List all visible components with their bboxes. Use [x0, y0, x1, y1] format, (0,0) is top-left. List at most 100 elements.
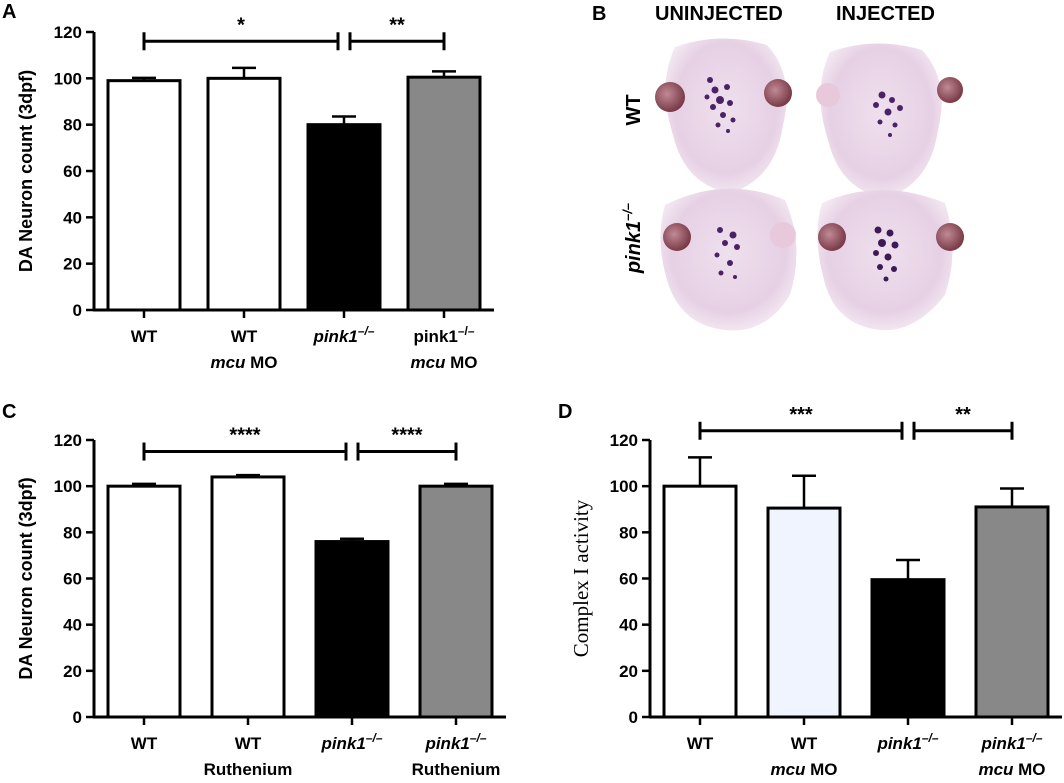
bar [418, 484, 494, 719]
x-tick-label: WT [131, 734, 158, 753]
column-header-injected: INJECTED [836, 3, 935, 25]
x-tick-label-text: WT [687, 734, 714, 753]
x-tick-label: pink1–/– [980, 731, 1042, 753]
x-tick-label-text: pink1 [424, 734, 469, 753]
x-tick-label-text: pink1 [876, 734, 921, 753]
x-tick-label: WT [791, 734, 818, 753]
bar [766, 506, 842, 719]
x-tick-label-text: pink1 [980, 734, 1025, 753]
x-tick-label-text: pink1 [320, 734, 365, 753]
x-tick-label: WT [687, 734, 714, 753]
y-axis-label: Complex I activity [569, 499, 593, 657]
bar [870, 578, 946, 719]
x-tick-label-suffix: MO [1013, 760, 1045, 779]
x-tick-label-sup: –/– [366, 731, 383, 745]
row-label-pink1-sup: –/– [620, 203, 635, 221]
y-tick-label: 100 [610, 477, 638, 496]
y-tick-label: 20 [619, 662, 638, 681]
x-tick-label-text: Ruthenium [412, 760, 501, 779]
y-tick-label: 80 [619, 523, 638, 542]
panel-label-a: A [2, 1, 16, 23]
x-tick-label: Ruthenium [204, 760, 293, 779]
chart-d: 0 20 40 60 80 100 120 Complex I activity WT WT mcu… [569, 404, 1062, 779]
chart-c: 0 20 40 60 80 100 120 DA Neuron count (3dpf) WT W… [16, 425, 506, 779]
y-tick-label: 20 [63, 255, 82, 274]
x-tick-label: WT [231, 327, 258, 346]
x-tick-label: WT [235, 734, 262, 753]
x-tick-label-text: mcu [210, 353, 246, 372]
x-tick-label-sup: –/– [1026, 731, 1043, 745]
x-tick-label: pink1–/– [320, 731, 382, 753]
x-tick-label: mcu MO [770, 760, 837, 779]
bar [210, 475, 286, 719]
x-tick-label-sup: –/– [922, 731, 939, 745]
x-tick-label-text: mcu [410, 353, 446, 372]
y-tick-label: 80 [63, 116, 82, 135]
y-tick-label: 120 [54, 431, 82, 450]
micrograph-pink1-uninjected [660, 188, 797, 331]
x-tick-label: Ruthenium [412, 760, 501, 779]
significance-label: ** [955, 404, 971, 426]
bar [106, 484, 182, 719]
bar [106, 79, 182, 312]
panel-label-b: B [592, 3, 606, 25]
y-tick-label: 40 [63, 616, 82, 635]
x-tick-label-text: pink1 [312, 327, 357, 346]
x-tick-label: pink1–/– [876, 731, 938, 753]
y-axis-label: DA Neuron count (3dpf) [16, 70, 36, 272]
x-tick-label-text: mcu [770, 760, 806, 779]
y-tick-label: 0 [73, 708, 82, 727]
y-tick-label: 40 [619, 616, 638, 635]
y-tick-label: 60 [63, 570, 82, 589]
y-tick-label: 60 [63, 162, 82, 181]
micrograph-wt-injected [816, 43, 963, 198]
x-tick-label-suffix: MO [245, 353, 277, 372]
significance-label: ** [389, 14, 405, 36]
bar [974, 505, 1050, 719]
x-tick-label-text: WT [235, 734, 262, 753]
x-tick-label-sup: –/– [470, 731, 487, 745]
x-tick-label: WT [131, 327, 158, 346]
x-tick-label-sup: –/– [458, 324, 475, 338]
row-label-pink1-text: pink1 [623, 221, 645, 274]
significance-label: **** [391, 425, 422, 447]
column-header-uninjected: UNINJECTED [655, 3, 783, 25]
micrograph-wt-uninjected [655, 38, 792, 193]
y-tick-label: 120 [610, 431, 638, 450]
micrograph-pink1-injected [817, 190, 964, 331]
panel-label-d: D [558, 401, 572, 423]
row-label-pink1: pink1–/– [620, 203, 645, 274]
significance-label: **** [229, 425, 260, 447]
chart-a: 0 20 40 60 80 100 120 DA Neuron count (3dpf) WT W… [16, 14, 494, 372]
x-tick-label-sup: –/– [358, 324, 375, 338]
x-tick-label-suffix: MO [445, 353, 477, 372]
x-tick-label-suffix: MO [805, 760, 837, 779]
y-axis-label: DA Neuron count (3dpf) [16, 477, 36, 679]
x-tick-label-text: WT [231, 327, 258, 346]
x-tick-label: mcu MO [210, 353, 277, 372]
x-tick-label-text: pink1 [413, 327, 457, 346]
x-tick-label-text: mcu [978, 760, 1014, 779]
bar [662, 484, 738, 719]
y-tick-label: 80 [63, 523, 82, 542]
bar [314, 540, 390, 719]
y-tick-label: 100 [54, 69, 82, 88]
bar [306, 123, 382, 312]
y-tick-label: 100 [54, 477, 82, 496]
x-tick-label: mcu MO [978, 760, 1045, 779]
y-tick-label: 0 [629, 708, 638, 727]
significance-label: *** [789, 404, 813, 426]
row-label-wt: WT [623, 94, 645, 125]
y-tick-label: 20 [63, 662, 82, 681]
bar [206, 76, 282, 312]
x-tick-label-text: WT [131, 734, 158, 753]
x-tick-label: mcu MO [410, 353, 477, 372]
y-tick-label: 60 [619, 570, 638, 589]
y-tick-label: 120 [54, 23, 82, 42]
y-tick-label: 0 [73, 301, 82, 320]
x-tick-label-text: Ruthenium [204, 760, 293, 779]
x-tick-label: pink1–/– [424, 731, 486, 753]
y-tick-label: 40 [63, 208, 82, 227]
significance-label: * [237, 14, 245, 36]
